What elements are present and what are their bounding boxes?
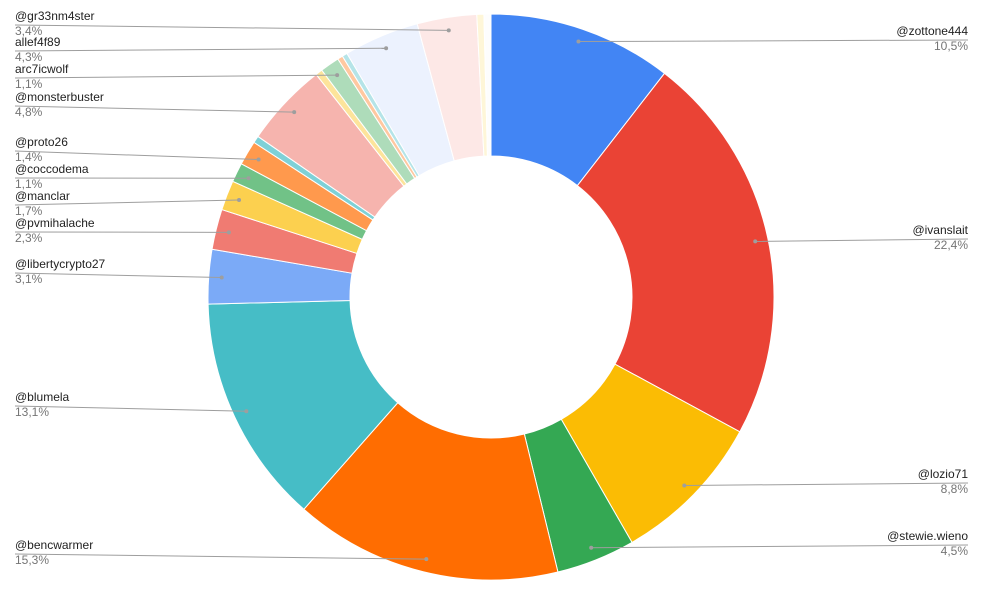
slice-value: 8,8% <box>941 482 969 496</box>
slice-value: 13,1% <box>15 405 49 419</box>
slice-label: @manclar <box>15 189 70 203</box>
leader-dot <box>256 157 261 162</box>
leader-dot <box>292 110 297 115</box>
slice-label: @lozio71 <box>918 467 969 481</box>
leader-dot <box>226 230 231 235</box>
leader-line <box>578 39 969 43</box>
slice-label: @ivanslait <box>912 223 968 237</box>
slice-label: @libertycrypto27 <box>15 257 106 271</box>
slice-label: arc7icwolf <box>15 62 69 76</box>
slice-value: 22,4% <box>934 238 968 252</box>
leader-line <box>14 150 259 161</box>
slice-label: @pvmihalache <box>15 216 95 230</box>
slice-label: @coccodema <box>15 162 89 176</box>
leader-dot <box>446 28 451 33</box>
leader-dot <box>753 239 758 244</box>
leader-line <box>14 272 222 279</box>
leader-dot <box>576 39 581 44</box>
slice-value: 1,1% <box>15 177 43 191</box>
leader-dot <box>384 46 389 51</box>
slice-value: 2,3% <box>15 231 43 245</box>
leader-dot <box>335 73 340 78</box>
leader-line <box>591 544 969 549</box>
slice-value: 4,5% <box>941 544 969 558</box>
leader-line <box>14 105 295 113</box>
slice-label: @bencwarmer <box>15 538 93 552</box>
donut-slice <box>207 300 399 510</box>
leader-dot <box>589 545 594 550</box>
leader-line <box>14 24 449 31</box>
slice-label: @monsterbuster <box>15 90 104 104</box>
slice-value: 3,1% <box>15 272 43 286</box>
leader-dot <box>246 176 251 181</box>
donut-slice <box>483 13 492 157</box>
slice-value: 10,5% <box>934 39 968 53</box>
leader-line <box>684 482 969 487</box>
slice-value: 1,7% <box>15 204 43 218</box>
slice-label: @stewie.wieno <box>887 529 968 543</box>
slice-value: 1,4% <box>15 150 43 164</box>
leader-dot <box>244 409 249 414</box>
slice-value: 3,4% <box>15 24 43 38</box>
slice-label: allef4f89 <box>15 35 61 49</box>
slice-label: @zottone444 <box>896 24 968 38</box>
slice-value: 15,3% <box>15 553 49 567</box>
leader-line <box>14 405 247 412</box>
slice-label: @proto26 <box>15 135 68 149</box>
leader-line <box>14 74 338 79</box>
donut-slice <box>303 402 559 581</box>
donut-slice <box>576 72 775 433</box>
slice-value: 4,8% <box>15 105 43 119</box>
slice-value: 4,3% <box>15 50 43 64</box>
leader-dot <box>424 557 429 562</box>
slice-label: @blumela <box>15 390 70 404</box>
leader-line <box>14 47 387 52</box>
leader-line <box>755 238 969 242</box>
leader-dot <box>682 483 687 488</box>
leader-line <box>14 199 240 206</box>
leader-line <box>14 553 427 560</box>
leader-dot <box>237 197 242 202</box>
slice-label: @gr33nm4ster <box>15 9 95 23</box>
leader-dot <box>219 275 224 280</box>
slice-value: 1,1% <box>15 77 43 91</box>
